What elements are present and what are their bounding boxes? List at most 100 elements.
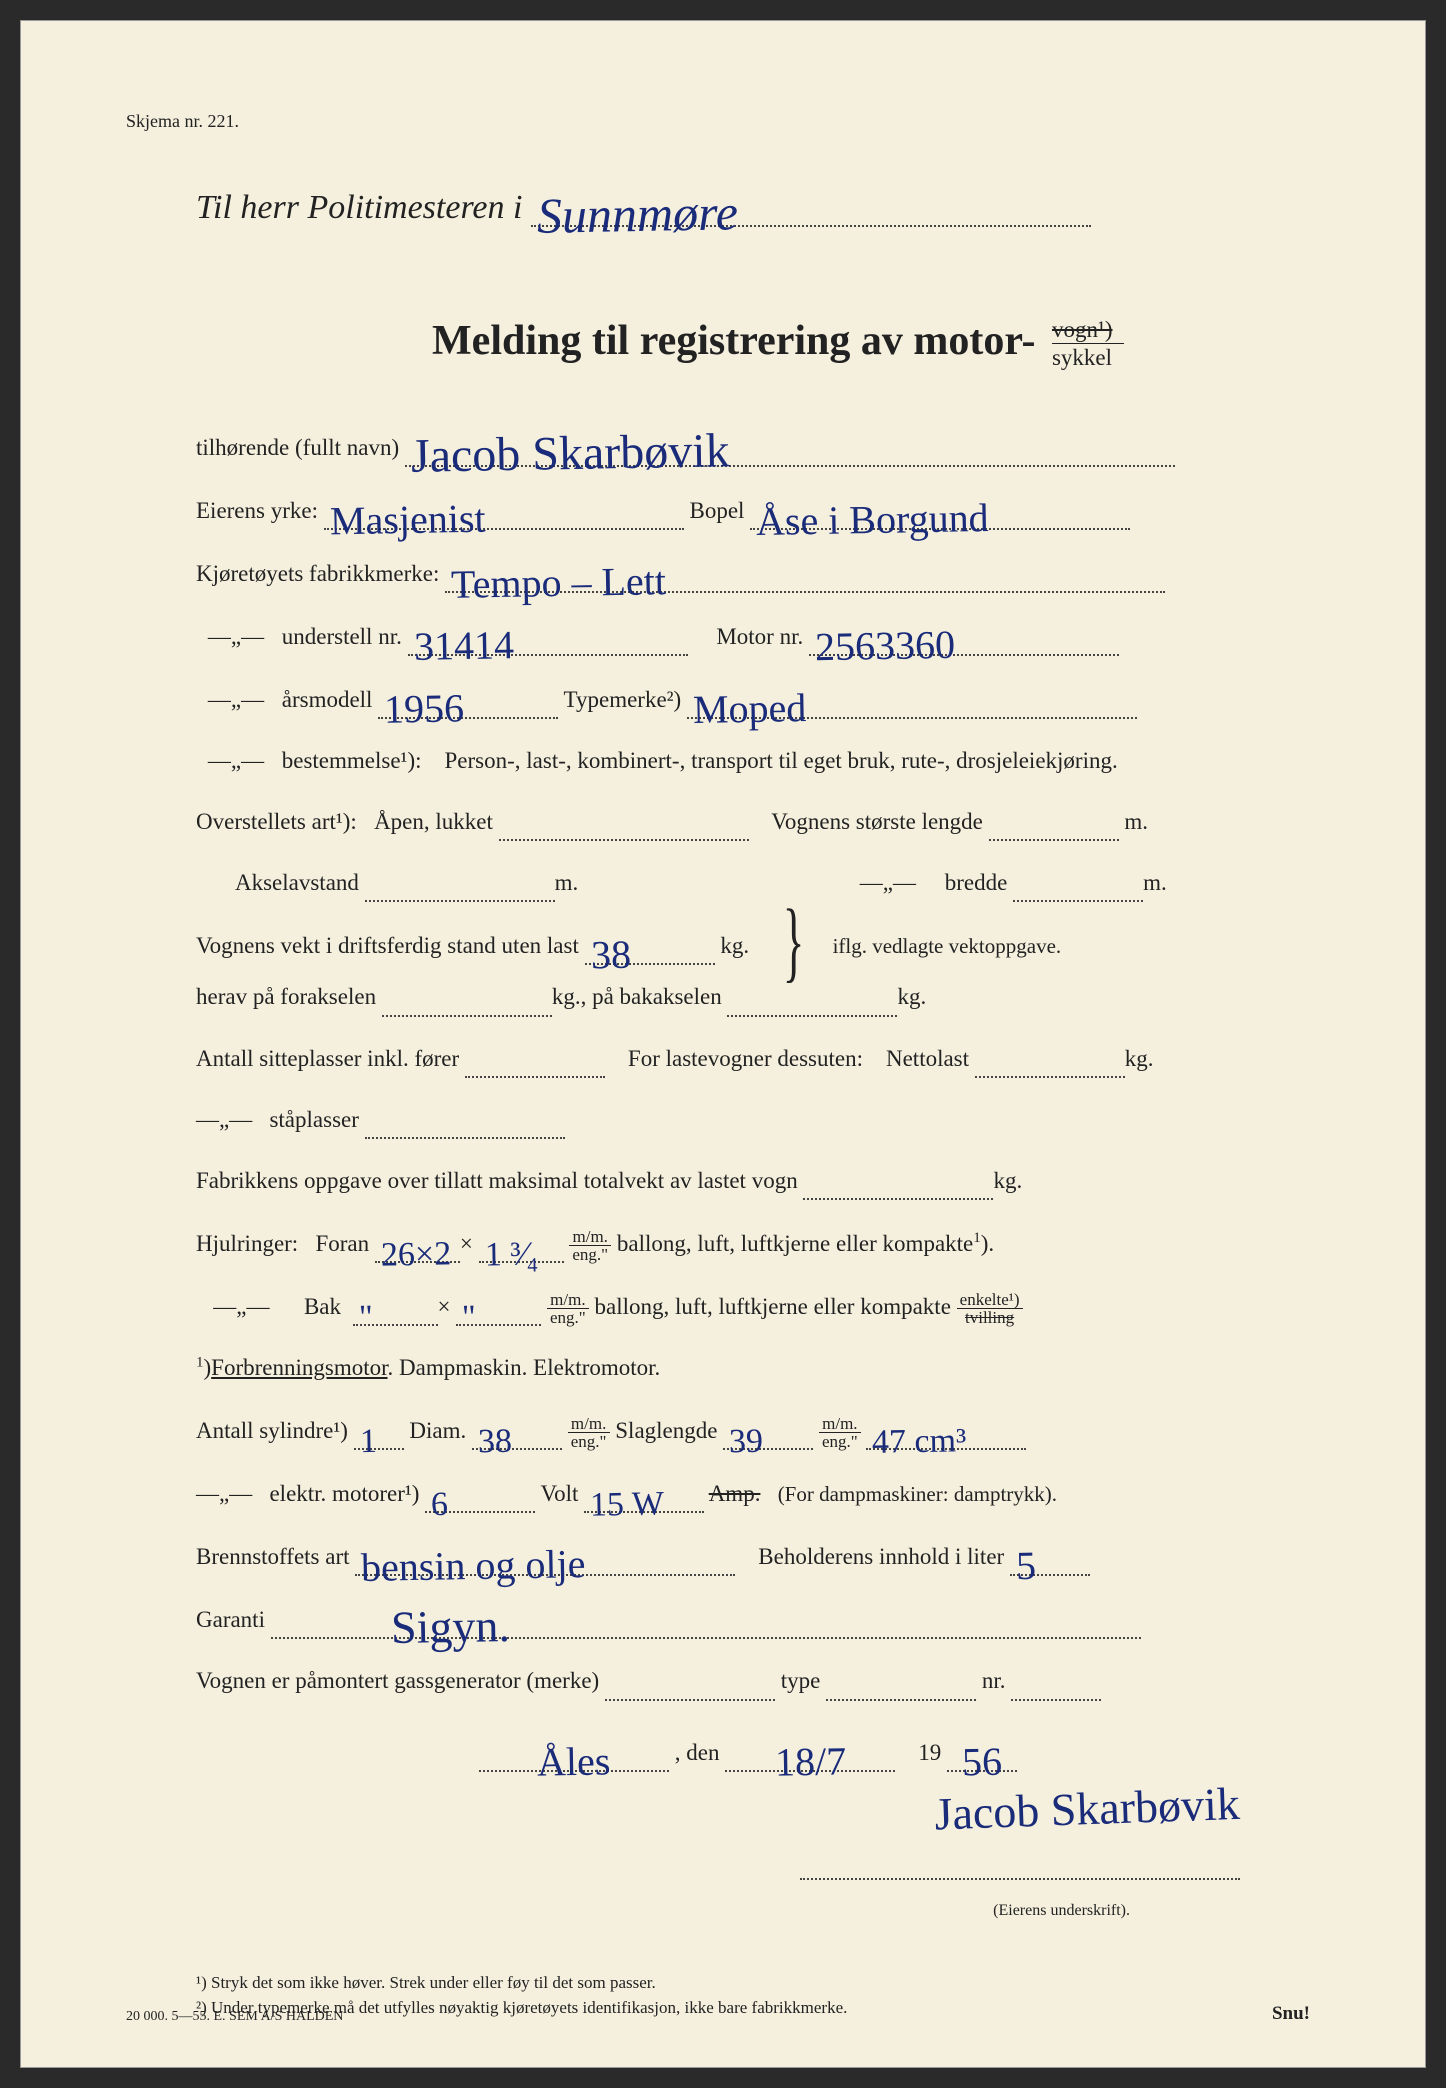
owner-name-value: Jacob Skarbøvik (405, 437, 736, 472)
chassis-row: —„— understell nr. 31414 Motor nr. 25633… (196, 615, 1300, 656)
make-value: Tempo – Lett (445, 569, 672, 597)
weight-note: iflg. vedlagte vektoppgave. (833, 934, 1062, 958)
diam-label: Diam. (409, 1418, 466, 1443)
occupation-value: Masjenist (324, 506, 492, 533)
title-main: Melding til registrering av motor- (432, 318, 1035, 364)
owner-name-label: tilhørende (fullt navn) (196, 435, 399, 460)
place-value: Åles (531, 1749, 617, 1774)
cylinders-row: Antall sylindre¹) 1 Diam. 38 m/m.eng." S… (196, 1409, 1300, 1450)
date-value: 18/7 (768, 1749, 852, 1774)
residence-value: Åse i Borgund (750, 506, 995, 534)
seats-row: Antall sitteplasser inkl. fører For last… (196, 1039, 1300, 1078)
year-label: årsmodell (282, 687, 373, 712)
gasgen-type-label: type (781, 1668, 821, 1693)
print-mark: 20 000. 5—55. E. SEM A/S HALDEN (126, 2009, 343, 2025)
date-place-row: Åles , den 18/7 19 56 (196, 1731, 1300, 1772)
chassis-value: 31414 (407, 633, 519, 659)
weight-unit: kg. (720, 933, 749, 958)
volt-value: 6 (425, 1495, 454, 1516)
make-label: Kjøretøyets fabrikkmerke: (196, 561, 439, 586)
tyres-front-row: Hjulringer: Foran 26×2× 1 ³⁄₄ m/m.eng." … (196, 1222, 1300, 1263)
weight-label: Vognens vekt i driftsferdig stand uten l… (196, 933, 579, 958)
netload-label: Nettolast (886, 1046, 969, 1071)
footnote-2: ²) Under typemerke må det utfylles nøyak… (196, 1995, 1300, 2021)
owner-name-row: tilhørende (fullt navn) Jacob Skarbøvik (196, 426, 1300, 467)
gasgen-label: Vognen er påmontert gassgenerator (merke… (196, 1668, 599, 1693)
occupation-label: Eierens yrke: (196, 498, 318, 523)
stroke-label: Slaglengde (615, 1418, 717, 1443)
warranty-label: Garanti (196, 1607, 265, 1632)
lorry-label: For lastevogner dessuten: (628, 1046, 863, 1071)
cyl-value: 1 (353, 1432, 382, 1453)
purpose-label: bestemmelse¹): (282, 748, 422, 773)
purpose-row: —„— bestemmelse¹): Person-, last-, kombi… (196, 741, 1300, 780)
fuel-value: bensin og olje (355, 1552, 592, 1580)
gasgen-row: Vognen er påmontert gassgenerator (merke… (196, 1661, 1300, 1700)
year-row: —„— årsmodell 1956 Typemerke²) Moped (196, 678, 1300, 719)
width-label: bredde (945, 870, 1008, 895)
make-row: Kjøretøyets fabrikkmerke: Tempo – Lett (196, 552, 1300, 593)
stroke-value: 39 (723, 1431, 769, 1452)
fuel-row: Brennstoffets art bensin og olje Beholde… (196, 1535, 1300, 1576)
tank-value: 5 (1010, 1554, 1042, 1579)
engine-value: 2563360 (809, 633, 961, 660)
motor-type-row: 1)Forbrenningsmotor. Dampmaskin. Elektro… (196, 1348, 1300, 1387)
form-number: Skjema nr. 221. (126, 111, 1320, 132)
seats-label: Antall sitteplasser inkl. fører (196, 1046, 459, 1071)
gasgen-nr-label: nr. (982, 1668, 1006, 1693)
to-prefix: Til herr Politimesteren i (196, 189, 522, 226)
weight-value: 38 (584, 943, 636, 968)
body-row: Overstellets art¹): Åpen, lukket Vognens… (196, 802, 1300, 841)
residence-label: Bopel (689, 498, 744, 523)
standing-label: ståplasser (269, 1107, 358, 1132)
length-unit: m. (1124, 809, 1148, 834)
warranty-value: Sigyn. (270, 1612, 515, 1644)
tyres-back-row: —„— Bak "× " m/m.eng." ballong, luft, lu… (196, 1285, 1300, 1326)
signature-label: (Eierens underskrift). (196, 1902, 1300, 1920)
title-vogn: vogn¹) (1052, 317, 1113, 342)
tyre-back-2: " (456, 1307, 482, 1328)
length-label: Vognens største lengde (771, 809, 983, 834)
tyres-label: Hjulringer: (196, 1231, 298, 1256)
date-sep: , den (675, 1740, 720, 1765)
watt-value: 15 W (584, 1494, 670, 1516)
maxweight-label: Fabrikkens oppgave over tillatt maksimal… (196, 1168, 798, 1193)
axle-row: herav på forakselen kg., på bakakselen k… (196, 977, 1300, 1016)
form-content: Til herr Politimesteren i Sunnmøre Meldi… (126, 187, 1320, 2021)
tyres-back-label: Bak (304, 1294, 341, 1319)
tyre-text: ballong, luft, luftkjerne eller kompakte (617, 1231, 973, 1256)
fuel-label: Brennstoffets art (196, 1544, 350, 1569)
damp-label: (For dampmaskiner: damptrykk). (778, 1482, 1057, 1506)
year-hw: 56 (956, 1749, 1008, 1774)
footnotes: ¹) Stryk det som ikke høver. Strek under… (196, 1970, 1300, 2021)
year-value: 1956 (378, 696, 470, 722)
body-text: Åpen, lukket (374, 809, 493, 834)
tyres-front-label: Foran (315, 1231, 369, 1256)
footnote-1: ¹) Stryk det som ikke høver. Strek under… (196, 1970, 1300, 1996)
chassis-label: understell nr. (282, 624, 402, 649)
owner-occupation-row: Eierens yrke: Masjenist Bopel Åse i Borg… (196, 489, 1300, 530)
to-value: Sunnmøre (531, 197, 744, 231)
elec-row: —„— elektr. motorer¹) 6 Volt 15 W Amp. (… (196, 1472, 1300, 1513)
elec-label: elektr. motorer¹) (269, 1481, 419, 1506)
title-suffix: vogn¹) sykkel (1052, 317, 1124, 371)
type-value: Moped (687, 696, 813, 722)
wheelbase-row: Akselavstand m. —„— bredde m. (196, 863, 1300, 902)
tyre-front-2: 1 ³⁄₄ (478, 1244, 544, 1266)
maxweight-row: Fabrikkens oppgave over tillatt maksimal… (196, 1161, 1300, 1200)
tyre-back-1: " (352, 1307, 378, 1328)
type-label: Typemerke²) (564, 687, 682, 712)
front-axle-label: herav på forakselen (196, 984, 376, 1009)
snu-label: Snu! (1272, 2003, 1310, 2025)
diam-value: 38 (472, 1431, 518, 1452)
wheelbase-label: Akselavstand (235, 870, 359, 895)
volt-label: Volt (541, 1481, 579, 1506)
body-label: Overstellets art¹): (196, 809, 357, 834)
signature-line-row (196, 1841, 1300, 1880)
weight-row: Vognens vekt i driftsferdig stand uten l… (196, 924, 1300, 965)
to-politimester-line: Til herr Politimesteren i Sunnmøre (196, 187, 1300, 227)
warranty-row: Garanti Sigyn. (196, 1598, 1300, 1639)
motor-combustion: Forbrenningsmotor (211, 1355, 387, 1380)
tyre-front-1: 26×2 (375, 1244, 458, 1266)
amp-label: Amp. (709, 1481, 761, 1506)
